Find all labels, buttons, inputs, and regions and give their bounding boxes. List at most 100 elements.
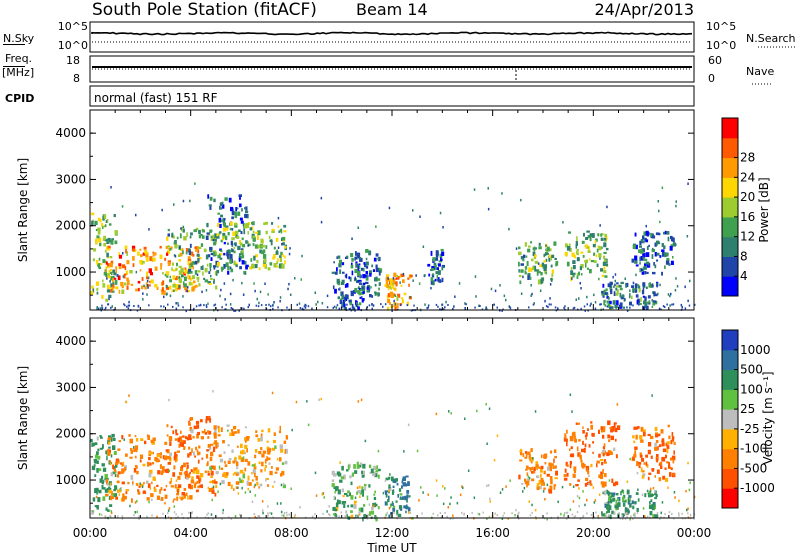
range-gate-cell [182, 272, 185, 275]
range-gate-cell [199, 303, 202, 307]
range-gate-cell [154, 266, 158, 271]
range-gate-cell [424, 274, 426, 277]
range-gate-cell [671, 436, 675, 439]
range-gate-cell [475, 295, 477, 298]
range-gate-cell [474, 306, 476, 309]
range-gate-cell [132, 481, 134, 484]
range-gate-cell [377, 278, 379, 281]
range-gate-cell [146, 497, 150, 501]
range-gate-cell [338, 515, 340, 518]
range-gate-cell [450, 412, 452, 415]
range-gate-cell [279, 425, 281, 431]
range-gate-cell [331, 271, 335, 274]
range-gate-cell [616, 305, 618, 308]
range-gate-cell [637, 426, 640, 429]
range-gate-cell [580, 287, 582, 290]
range-gate-cell [217, 425, 220, 428]
range-gate-cell [246, 480, 249, 486]
range-gate-cell [116, 474, 120, 478]
range-gate-cell [97, 230, 101, 235]
range-gate-cell [268, 447, 272, 451]
range-gate-cell [125, 400, 128, 404]
range-gate-cell [177, 484, 182, 488]
range-gate-cell [661, 438, 665, 443]
range-gate-cell [569, 460, 572, 465]
range-gate-cell [229, 303, 232, 306]
range-gate-cell [245, 210, 249, 214]
range-gate-cell [344, 284, 347, 288]
range-gate-cell [177, 489, 179, 494]
range-gate-cell [493, 303, 495, 306]
range-gate-cell [237, 245, 241, 251]
range-gate-cell [111, 272, 113, 276]
range-gate-cell [391, 490, 395, 495]
range-gate-cell [651, 506, 655, 511]
range-gate-cell [252, 230, 255, 233]
range-gate-cell [217, 490, 219, 493]
range-gate-cell [358, 289, 361, 295]
range-gate-cell [117, 448, 121, 451]
range-gate-cell [162, 512, 164, 515]
range-gate-cell [232, 473, 235, 476]
range-gate-cell [435, 412, 438, 416]
range-gate-cell [642, 431, 645, 436]
range-gate-cell [137, 489, 140, 493]
range-gate-cell [616, 493, 619, 496]
range-gate-cell [408, 495, 411, 498]
range-gate-cell [112, 277, 114, 283]
range-gate-cell [657, 292, 659, 296]
range-gate-cell [435, 254, 439, 258]
range-gate-cell [610, 428, 613, 433]
range-gate-cell [594, 301, 597, 304]
range-gate-cell [587, 309, 589, 312]
range-gate-cell [209, 205, 212, 210]
range-gate-cell [213, 278, 215, 283]
range-gate-cell [92, 512, 95, 515]
range-gate-cell [333, 473, 337, 477]
range-gate-cell [616, 282, 619, 285]
range-gate-cell [104, 516, 107, 519]
range-gate-cell [649, 511, 653, 516]
range-gate-cell [236, 236, 240, 239]
range-gate-cell [562, 221, 564, 224]
range-gate-cell [667, 424, 670, 428]
range-gate-cell [239, 479, 243, 484]
range-gate-cell [514, 514, 516, 517]
range-gate-cell [634, 259, 638, 264]
range-gate-cell [545, 258, 548, 262]
range-gate-cell [578, 439, 581, 442]
range-gate-cell [165, 284, 168, 288]
range-gate-cell [197, 485, 200, 489]
range-gate-cell [351, 237, 353, 240]
nave-bottom-tick: 0 [708, 72, 715, 85]
range-gate-cell [148, 500, 150, 504]
range-gate-cell [200, 234, 203, 236]
range-gate-cell [662, 448, 667, 453]
range-gate-cell [363, 514, 367, 519]
colorbar-swatch [722, 157, 738, 178]
range-gate-cell [99, 242, 102, 247]
range-gate-cell [306, 400, 308, 403]
range-gate-cell [200, 266, 204, 270]
range-gate-cell [359, 259, 363, 262]
range-gate-cell [276, 260, 279, 265]
range-gate-cell [226, 249, 229, 252]
range-gate-cell [278, 230, 280, 233]
range-gate-cell [637, 298, 640, 304]
range-gate-cell [163, 488, 166, 491]
range-gate-cell [579, 282, 581, 285]
range-gate-cell [288, 513, 290, 516]
range-gate-cell [640, 467, 643, 473]
range-gate-cell [666, 253, 669, 256]
range-gate-cell [198, 229, 201, 235]
range-gate-cell [335, 514, 338, 518]
range-gate-cell [672, 436, 675, 441]
colorbar-swatch [722, 330, 738, 351]
range-gate-cell [110, 515, 112, 518]
range-gate-cell [589, 480, 592, 484]
range-gate-cell [117, 489, 122, 493]
range-gate-cell [194, 284, 198, 288]
range-gate-cell [169, 294, 172, 298]
range-gate-cell [657, 200, 659, 203]
range-gate-cell [351, 472, 354, 477]
